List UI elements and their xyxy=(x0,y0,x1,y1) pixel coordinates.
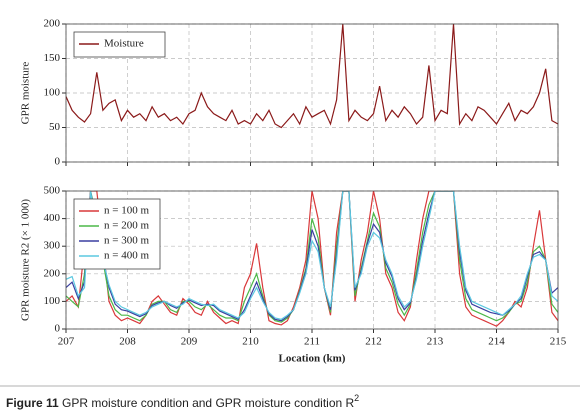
plot-frame xyxy=(65,23,559,163)
y-tick-label: 200 xyxy=(44,267,61,279)
y-tick-label: 200 xyxy=(44,18,61,30)
x-tick-label: 214 xyxy=(488,336,505,348)
y-tick-label: 150 xyxy=(44,52,61,64)
legend-label: Moisture xyxy=(104,38,144,50)
y-tick-label: 400 xyxy=(44,212,61,224)
y-tick-label: 0 xyxy=(55,323,61,335)
x-tick-label: 209 xyxy=(181,336,198,348)
y-tick-label: 50 xyxy=(49,121,61,133)
y-tick-label: 300 xyxy=(44,240,61,252)
x-tick-label: 212 xyxy=(365,336,382,348)
caption-sup: 2 xyxy=(354,393,359,403)
legend-label: n = 200 m xyxy=(104,220,149,232)
y-tick-label: 100 xyxy=(44,295,61,307)
x-tick-label: 208 xyxy=(119,336,136,348)
x-tick-label: 210 xyxy=(242,336,259,348)
y-tick-label: 500 xyxy=(44,185,61,197)
x-tick-label: 207 xyxy=(58,336,75,348)
series-line xyxy=(66,24,558,129)
y-axis-label: GPR moisture R2 (× 1 000) xyxy=(20,199,32,321)
y-tick-label: 100 xyxy=(44,87,61,99)
x-axis-label: Location (km) xyxy=(279,353,346,365)
x-tick-label: 213 xyxy=(427,336,444,348)
x-tick-label: 215 xyxy=(550,336,567,348)
legend-label: n = 300 m xyxy=(104,235,149,247)
plot-frame xyxy=(65,190,559,330)
caption: Figure 11 GPR moisture condition and GPR… xyxy=(6,393,359,410)
y-tick-label: 0 xyxy=(55,156,61,168)
y-axis-label: GPR moisture xyxy=(20,62,32,125)
caption-label: Figure 11 xyxy=(6,396,59,410)
legend-label: n = 100 m xyxy=(104,205,149,217)
caption-text: GPR moisture condition and GPR moisture … xyxy=(62,396,354,410)
series-line xyxy=(66,191,558,320)
x-tick-label: 211 xyxy=(304,336,320,348)
legend-label: n = 400 m xyxy=(104,250,149,262)
